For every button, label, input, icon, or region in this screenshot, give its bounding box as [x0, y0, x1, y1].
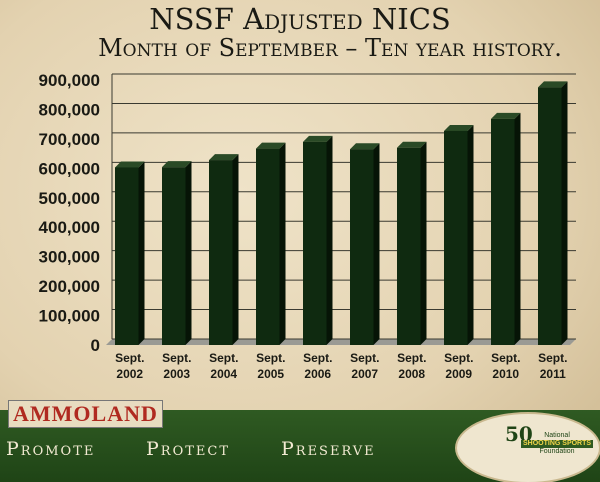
x-tick-label: 2006 — [304, 367, 331, 381]
x-tick-label: 2003 — [163, 367, 190, 381]
x-tick-label: Sept. — [209, 351, 238, 365]
x-tick-label: Sept. — [303, 351, 332, 365]
bar-side — [279, 142, 286, 345]
bar-side — [561, 81, 568, 345]
bar-top — [397, 141, 427, 148]
bar-side — [373, 143, 380, 345]
bar — [538, 87, 562, 345]
bar-side — [467, 124, 474, 345]
bar-side — [326, 135, 333, 345]
y-tick-label: 100,000 — [39, 307, 100, 326]
bar-top — [256, 142, 286, 149]
x-tick-label: 2002 — [116, 367, 143, 381]
bar-top — [303, 135, 333, 142]
slogan-promote: Promote — [6, 438, 96, 460]
bar — [115, 167, 139, 345]
bar-top — [491, 112, 521, 119]
bar — [397, 147, 421, 345]
x-tick-label: 2009 — [445, 367, 472, 381]
x-tick-label: 2007 — [351, 367, 378, 381]
bar-top — [350, 143, 380, 150]
y-tick-label: 700,000 — [39, 130, 100, 149]
bar-chart: 0 100,000 200,000 300,000 400,000 500,000 600,… — [39, 71, 576, 381]
bar-top — [538, 81, 568, 88]
bar — [444, 130, 468, 345]
bar — [162, 167, 186, 345]
x-tick-label: Sept. — [350, 351, 379, 365]
x-tick-label: Sept. — [115, 351, 144, 365]
chart-subtitle: Month of September – Ten year history. — [98, 34, 562, 62]
bar-side — [185, 161, 192, 345]
y-tick-label: 400,000 — [39, 218, 100, 237]
y-tick-label: 800,000 — [39, 100, 100, 119]
nssf-line1: National — [544, 432, 570, 439]
x-tick-label: 2008 — [398, 367, 425, 381]
bar — [256, 148, 280, 345]
y-tick-label: 500,000 — [39, 189, 100, 208]
x-tick-label: Sept. — [162, 351, 191, 365]
bar — [303, 141, 327, 345]
y-tick-label: 0 — [91, 336, 100, 355]
y-tick-label: 900,000 — [39, 71, 100, 90]
bar-side — [420, 141, 427, 345]
bar-side — [232, 154, 239, 345]
bar — [350, 149, 374, 345]
bar — [209, 160, 233, 345]
slogan-protect: Protect — [146, 438, 231, 460]
chart-title: NSSF Adjusted NICS — [149, 2, 451, 36]
nssf-logo: 50 National SHOOTING SPORTS Foundation — [455, 412, 600, 482]
bar-top — [444, 124, 474, 131]
bar-top — [115, 161, 145, 168]
bar-top — [209, 154, 239, 161]
ammoland-logo: AMMOLAND — [8, 400, 163, 428]
bar — [491, 118, 515, 345]
bar-side — [514, 112, 521, 345]
y-tick-label: 200,000 — [39, 277, 100, 296]
y-tick-label: 600,000 — [39, 159, 100, 178]
x-tick-label: Sept. — [444, 351, 473, 365]
x-tick-label: 2005 — [257, 367, 284, 381]
nssf-line3: Foundation — [539, 448, 575, 455]
x-tick-label: 2010 — [492, 367, 519, 381]
x-tick-label: 2004 — [210, 367, 237, 381]
x-tick-label: Sept. — [397, 351, 426, 365]
x-tick-label: Sept. — [538, 351, 567, 365]
bar-top — [162, 161, 192, 168]
x-tick-label: Sept. — [491, 351, 520, 365]
x-tick-label: 2011 — [540, 367, 566, 381]
x-tick-label: Sept. — [256, 351, 285, 365]
y-tick-label: 300,000 — [39, 248, 100, 267]
nssf-line2: SHOOTING SPORTS — [521, 440, 594, 448]
bar-side — [138, 161, 145, 345]
slogan-preserve: Preserve — [281, 438, 376, 460]
